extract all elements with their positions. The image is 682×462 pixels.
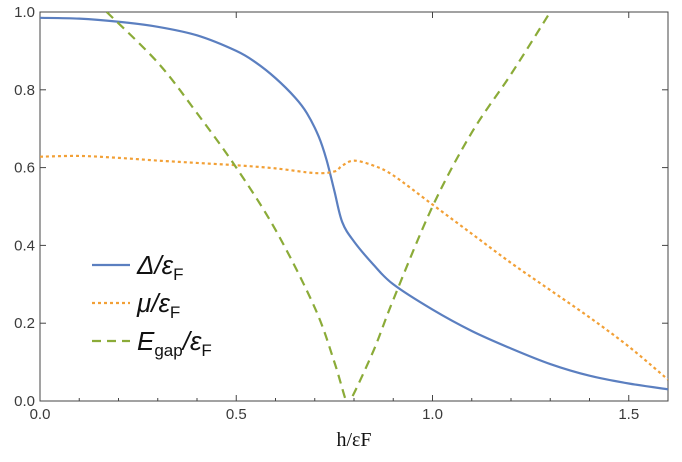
y-tick-label: 0.6: [14, 160, 35, 177]
legend-label: Δ/εF: [136, 250, 183, 284]
y-tick-label: 0.0: [14, 393, 35, 410]
legend-label: Egap/εF: [137, 326, 212, 360]
y-tick-label: 1.0: [14, 4, 35, 21]
series-line: [40, 18, 668, 389]
y-tick-label: 0.4: [14, 237, 35, 254]
series-line: [40, 156, 668, 380]
series-layer: [40, 12, 668, 407]
x-axis-title-main: h/εF: [336, 429, 371, 451]
y-tick-label: 0.8: [14, 82, 35, 99]
legend: Δ/εF μ/εF Egap/εF: [92, 250, 212, 360]
ticks: 0.0 0.5 1.0 1.50.00.20.40.60.81.0: [14, 4, 668, 423]
x-tick-label: 1.5: [618, 406, 639, 423]
plot-frame: [40, 12, 668, 401]
x-axis-title: h/εF: [336, 429, 371, 451]
plot-area: [40, 12, 668, 401]
legend-label: μ/εF: [136, 288, 180, 322]
x-tick-label: 1.0: [422, 406, 443, 423]
x-tick-label: 0.5: [226, 406, 247, 423]
y-tick-label: 0.2: [14, 315, 35, 332]
